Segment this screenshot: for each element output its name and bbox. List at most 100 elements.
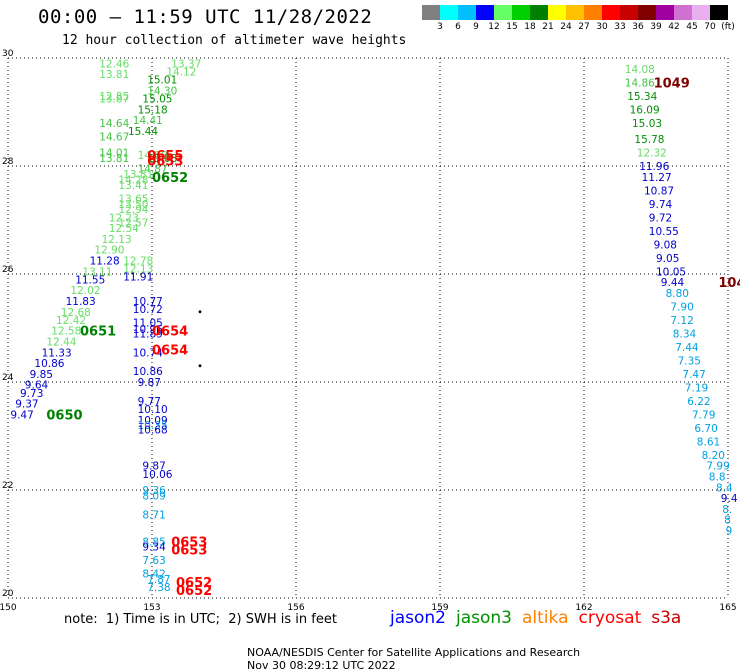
satellite-legend-item: jason2: [390, 608, 446, 628]
scale-label: 70: [704, 22, 716, 32]
data-point-label: 12.02: [70, 285, 100, 297]
scale-swatch: [566, 5, 584, 20]
data-point-label: 9.87: [138, 377, 161, 389]
scale-swatch: [710, 5, 728, 20]
data-point-label: 14.30: [147, 85, 177, 97]
data-point-label: 9.44: [661, 277, 685, 289]
satellite-legend-item: cryosat: [578, 608, 642, 628]
color-scale-legend: 3 6 9 12 15 18 21 24 27 30 33 36 39 42 45 70 (ft): [422, 5, 735, 37]
data-point-label: 13.81: [123, 169, 153, 181]
data-point-label: 8.8: [709, 472, 726, 484]
data-point-label: 11.96: [639, 161, 669, 173]
data-point-label: 12.13: [102, 234, 132, 246]
scale-label: 24: [560, 22, 572, 32]
data-dot: [198, 364, 202, 368]
x-tick-label: 153: [143, 603, 160, 610]
data-point-label: 7.87: [147, 574, 170, 586]
y-tick-label: 22: [2, 481, 13, 491]
scale-label: 18: [524, 22, 536, 32]
data-point-label: 11.05: [133, 318, 163, 330]
y-tick-label: 20: [2, 589, 14, 599]
data-point-label: 9.4: [721, 493, 738, 505]
data-point-label: 10.86: [133, 366, 163, 378]
satellite-legend-item: jason3: [456, 608, 512, 628]
data-point-label: 9.34: [142, 542, 166, 554]
chart-title: 00:00 — 11:59 UTC 11/28/2022: [38, 6, 373, 28]
data-point-label: 9.36: [142, 485, 166, 497]
chart-subtitle: 12 hour collection of altimeter wave hei…: [62, 33, 407, 48]
data-point-label: 15.34: [627, 91, 657, 103]
data-point-label: 14.08: [625, 64, 655, 76]
data-point-label: 8.71: [142, 509, 165, 521]
scale-swatch: [548, 5, 566, 20]
data-point-label: 8.85: [142, 536, 165, 548]
data-point-label: 12.57: [118, 218, 148, 230]
data-point-label: 9.72: [649, 212, 672, 224]
data-point-label: 11.33: [42, 347, 72, 359]
data-point-label: 9.87: [142, 461, 165, 473]
data-point-label: 15.44: [128, 126, 158, 138]
data-point-label: 9.47: [10, 409, 33, 421]
timestamp: Nov 30 08:29:12 UTC 2022: [247, 659, 396, 672]
y-tick-label: 24: [2, 373, 14, 383]
data-point-label: 6.22: [687, 396, 710, 408]
scale-label: 15: [506, 22, 518, 32]
data-point-label: 8.42: [142, 569, 165, 581]
data-point-label: 12.78: [123, 256, 153, 268]
data-point-label: 15.08: [147, 153, 177, 165]
scale-swatch: [458, 5, 476, 20]
data-point-label: 15.01: [147, 75, 177, 87]
pass-time-label: 0652: [176, 584, 212, 599]
data-point-label: 9.73: [20, 388, 43, 400]
data-point-label: 12.58: [51, 326, 81, 338]
data-point-label: 13.50: [118, 199, 148, 211]
pass-time-label: 0655: [147, 149, 183, 164]
data-point-label: 10.35: [138, 420, 168, 432]
data-point-label: 12.32: [637, 148, 667, 160]
pass-time-label: 0653: [171, 543, 207, 558]
scale-label: 45: [686, 22, 698, 32]
data-point-label: 9.77: [138, 396, 161, 408]
x-tick-label: 165: [719, 603, 736, 610]
data-point-label: 12.94: [118, 204, 148, 216]
data-point-label: 9.05: [656, 253, 679, 265]
credit-text: NOAA/NESDIS Center for Satellite Applica…: [247, 646, 581, 659]
data-point-label: 15.18: [138, 104, 168, 116]
data-dot: [198, 310, 202, 314]
data-point-label: 12.54: [109, 223, 139, 235]
data-point-label: 14.01: [99, 148, 129, 160]
data-point-label: 14.86: [625, 77, 655, 89]
data-point-label: 12.90: [94, 245, 124, 257]
data-point-label: 8.: [722, 504, 732, 516]
data-point-label: 13.37: [171, 58, 201, 70]
scale-swatch: [584, 5, 602, 20]
data-point-label: 7.19: [685, 382, 708, 394]
data-point-label: 10.86: [34, 358, 64, 370]
scale-label: 3: [437, 22, 443, 32]
scale-label: 27: [578, 22, 590, 32]
data-point-label: 12.68: [61, 307, 91, 319]
y-tick-label: 30: [2, 49, 14, 59]
scale-label: 33: [614, 22, 626, 32]
data-point-label: 10.87: [644, 185, 674, 197]
data-point-label: 9.74: [649, 199, 673, 211]
pass-time-label: 0654: [152, 344, 188, 359]
footer-note: note: 1) Time is in UTC; 2) SWH is in fe…: [64, 612, 337, 627]
data-point-label: 15.78: [634, 134, 664, 146]
data-point-label: 12.85: [99, 91, 129, 103]
scale-swatch: [422, 5, 440, 20]
scale-label: 39: [650, 22, 662, 32]
x-tick-label: 156: [287, 603, 304, 610]
data-point-label: 11.55: [75, 274, 105, 286]
pass-time-label: 0654: [152, 325, 188, 340]
scale-label: 9: [473, 22, 479, 32]
data-point-label: 10.10: [138, 404, 168, 416]
data-point-label: 10.77: [133, 296, 163, 308]
data-point-label: 14.67: [99, 131, 129, 143]
y-tick-label: 26: [2, 265, 14, 275]
data-point-label: 15.05: [142, 94, 172, 106]
data-point-label: 13.87: [99, 94, 129, 106]
altimeter-plot: 150 153 156 159 162 16520222426283012.4613.81…: [0, 49, 740, 610]
pass-time-label: 0653: [171, 535, 207, 550]
data-point-label: 10.74: [133, 347, 163, 359]
